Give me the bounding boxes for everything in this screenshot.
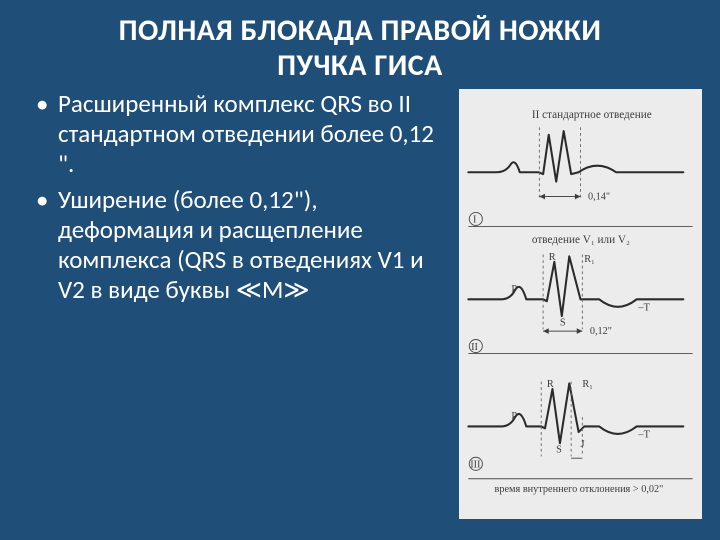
- bullet-list: Расширенный комплекс QRS во II стандартн…: [0, 83, 459, 527]
- content-row: Расширенный комплекс QRS во II стандартн…: [0, 83, 720, 527]
- panel2-caption: отведение V₁ или V₂: [532, 234, 630, 246]
- label-T: –T: [637, 303, 650, 314]
- panel1-duration: 0,14": [588, 191, 610, 202]
- label-R1: R₁: [582, 379, 592, 390]
- label-P: P: [511, 284, 517, 295]
- bullet-text: Расширенный комплекс QRS во II стандартн…: [58, 88, 434, 179]
- lead-marker: II: [471, 342, 478, 353]
- label-R: R: [547, 379, 554, 390]
- panel3-caption-bottom: время внутреннего отклонения > 0,02": [495, 484, 664, 495]
- label-S: S: [560, 317, 566, 328]
- arrowhead-left: [539, 194, 545, 200]
- label-S: S: [556, 445, 562, 456]
- slide-title: ПОЛНАЯ БЛОКАДА ПРАВОЙ НОЖКИ ПУЧКА ГИСА: [0, 0, 720, 83]
- title-line-1: ПОЛНАЯ БЛОКАДА ПРАВОЙ НОЖКИ: [119, 12, 602, 49]
- bullet-item: Расширенный комплекс QRS во II стандартн…: [58, 89, 453, 179]
- ecg-panel-2: отведение V₁ или V₂ P R R₁ S –T 0,12" II: [468, 234, 692, 353]
- arrowhead-right: [577, 328, 583, 334]
- ecg-figure: II стандартное отведение 0,14" I отведен…: [459, 89, 702, 519]
- label-P: P: [511, 411, 517, 422]
- ecg-panel-1: II стандартное отведение 0,14" I: [468, 109, 692, 226]
- panel3-wave: [468, 383, 683, 443]
- slide: ПОЛНАЯ БЛОКАДА ПРАВОЙ НОЖКИ ПУЧКА ГИСА Р…: [0, 0, 720, 540]
- label-J: J: [581, 439, 585, 450]
- bullet-text: Уширение (более 0,12"), деформация и рас…: [58, 184, 424, 305]
- arrowhead-left: [543, 328, 549, 334]
- title-line-2: ПУЧКА ГИСА: [277, 47, 443, 84]
- panel2-wave: [468, 256, 683, 316]
- lead-marker: I: [473, 215, 477, 226]
- bullet-item: Уширение (более 0,12"), деформация и рас…: [58, 185, 453, 305]
- label-R1: R₁: [584, 254, 594, 265]
- panel1-wave: [468, 131, 683, 181]
- arrowhead-right: [575, 194, 581, 200]
- panel1-caption: II стандартное отведение: [532, 109, 652, 121]
- label-R: R: [549, 252, 556, 263]
- panel2-duration: 0,12": [590, 326, 612, 337]
- label-T: –T: [637, 430, 650, 441]
- lead-marker: III: [470, 460, 481, 471]
- ecg-svg: II стандартное отведение 0,14" I отведен…: [459, 89, 702, 519]
- ecg-panel-3: P R R₁ S J –T III время внутреннего откл…: [468, 379, 692, 495]
